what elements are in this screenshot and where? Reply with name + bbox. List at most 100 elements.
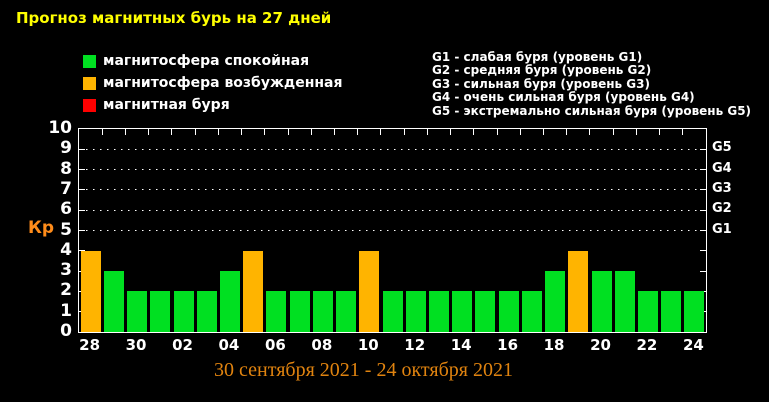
date-range-caption: 30 сентября 2021 - 24 октября 2021	[214, 359, 513, 381]
top-tick-23	[612, 129, 614, 135]
g-level-line-3: G3 - сильная буря (уровень G3)	[432, 76, 650, 91]
y-tick-label-1: 1	[60, 300, 72, 321]
top-tick-9	[287, 129, 289, 135]
plot-area	[78, 128, 707, 333]
g-level-line-4: G4 - очень сильная буря (уровень G4)	[432, 90, 695, 105]
legend-label-quiet: магнитосфера спокойная	[103, 53, 310, 69]
top-tick-17	[473, 129, 475, 135]
bar-day-08	[312, 291, 333, 332]
top-tick-5	[194, 129, 196, 135]
gridline-G2	[79, 209, 706, 211]
y-tick-right-8	[700, 169, 706, 171]
bar-day-04	[219, 271, 240, 332]
y-tick-right-4	[700, 250, 706, 252]
y-axis-label-kp: Кр	[28, 218, 55, 238]
legend-row-excited: магнитосфера возбужденная	[83, 76, 342, 90]
bar-day-21	[614, 271, 635, 332]
right-axis-label-G4: G4	[712, 160, 732, 176]
y-tick-left-5	[79, 230, 85, 231]
top-tick-6	[217, 129, 219, 135]
y-tick-label-7: 7	[60, 178, 72, 199]
bar-day-11	[382, 291, 403, 332]
y-tick-left-4	[79, 250, 85, 252]
bar-day-01	[150, 291, 171, 332]
y-tick-right-3	[700, 270, 706, 272]
x-tick-label-28: 28	[79, 336, 101, 354]
bar-day-22	[637, 291, 658, 332]
gridline-G1	[79, 230, 706, 231]
y-tick-label-9: 9	[60, 138, 72, 159]
bar-day-28	[80, 250, 101, 332]
g-level-descriptions: G1 - слабая буря (уровень G1) G2 - средня…	[432, 50, 752, 118]
top-tick-4	[171, 129, 173, 135]
y-tick-label-10: 10	[48, 118, 72, 138]
gridline-G5	[79, 148, 706, 150]
bar-day-06	[266, 291, 287, 332]
y-tick-label-5: 5	[60, 219, 72, 240]
legend-row-storm: магнитная буря	[83, 98, 342, 112]
bar-day-07	[289, 291, 310, 332]
x-tick-label-16: 16	[497, 336, 519, 354]
top-tick-11	[333, 129, 335, 135]
legend-swatch-storm	[83, 98, 96, 112]
top-tick-16	[450, 129, 452, 135]
top-tick-24	[635, 129, 637, 135]
y-tick-label-0: 0	[60, 321, 72, 341]
top-tick-1	[101, 129, 103, 135]
x-tick-label-02: 02	[172, 336, 193, 354]
right-axis-label-G2: G2	[712, 201, 732, 217]
x-tick-label-04: 04	[218, 336, 240, 354]
top-tick-26	[682, 129, 684, 135]
chart-title: Прогноз магнитных бурь на 27 дней	[16, 9, 332, 27]
top-tick-20	[542, 129, 544, 135]
x-tick-label-30: 30	[125, 336, 147, 354]
top-tick-3	[148, 129, 150, 135]
bar-day-03	[196, 291, 217, 332]
bar-day-24	[684, 291, 705, 332]
y-tick-label-6: 6	[60, 199, 72, 220]
bar-day-14	[452, 291, 473, 332]
top-tick-18	[496, 129, 498, 135]
y-tick-label-4: 4	[60, 239, 72, 260]
legend-label-storm: магнитная буря	[103, 97, 230, 113]
right-axis-label-G3: G3	[712, 180, 732, 196]
magnetosphere-legend: магнитосфера спокойная магнитосфера возбу…	[83, 54, 342, 120]
y-tick-label-8: 8	[60, 158, 72, 179]
y-tick-left-6	[79, 209, 85, 211]
top-tick-19	[519, 129, 521, 135]
y-tick-right-2	[700, 290, 706, 292]
top-tick-14	[403, 129, 405, 135]
bar-day-20	[591, 271, 612, 332]
legend-row-quiet: магнитосфера спокойная	[83, 54, 342, 68]
bar-day-19	[568, 250, 589, 332]
gridline-G3	[79, 189, 706, 191]
x-tick-label-20: 20	[590, 336, 611, 354]
bar-day-15	[475, 291, 496, 332]
top-tick-21	[566, 129, 568, 135]
y-tick-right-6	[700, 209, 706, 211]
gridline-G4	[79, 169, 706, 171]
y-tick-left-8	[79, 169, 85, 171]
x-tick-label-14: 14	[450, 336, 472, 354]
y-tick-left-9	[79, 148, 85, 150]
y-tick-right-7	[700, 189, 706, 191]
legend-swatch-quiet	[83, 54, 96, 68]
x-tick-label-22: 22	[636, 336, 658, 354]
bar-day-12	[405, 291, 426, 332]
g-level-line-2: G2 - средняя буря (уровень G2)	[432, 63, 652, 78]
x-tick-label-12: 12	[404, 336, 426, 354]
right-axis-label-G1: G1	[712, 221, 732, 237]
top-tick-2	[124, 129, 126, 135]
bar-day-30	[127, 291, 148, 332]
y-tick-left-7	[79, 189, 85, 191]
bar-day-02	[173, 291, 194, 332]
x-tick-label-10: 10	[357, 336, 379, 354]
x-tick-label-06: 06	[264, 336, 286, 354]
top-tick-12	[357, 129, 359, 135]
bar-day-29	[103, 271, 124, 332]
bar-day-13	[428, 291, 449, 332]
bar-day-17	[521, 291, 542, 332]
top-tick-15	[426, 129, 428, 135]
g-level-line-5: G5 - экстремально сильная буря (уровень …	[432, 103, 752, 118]
